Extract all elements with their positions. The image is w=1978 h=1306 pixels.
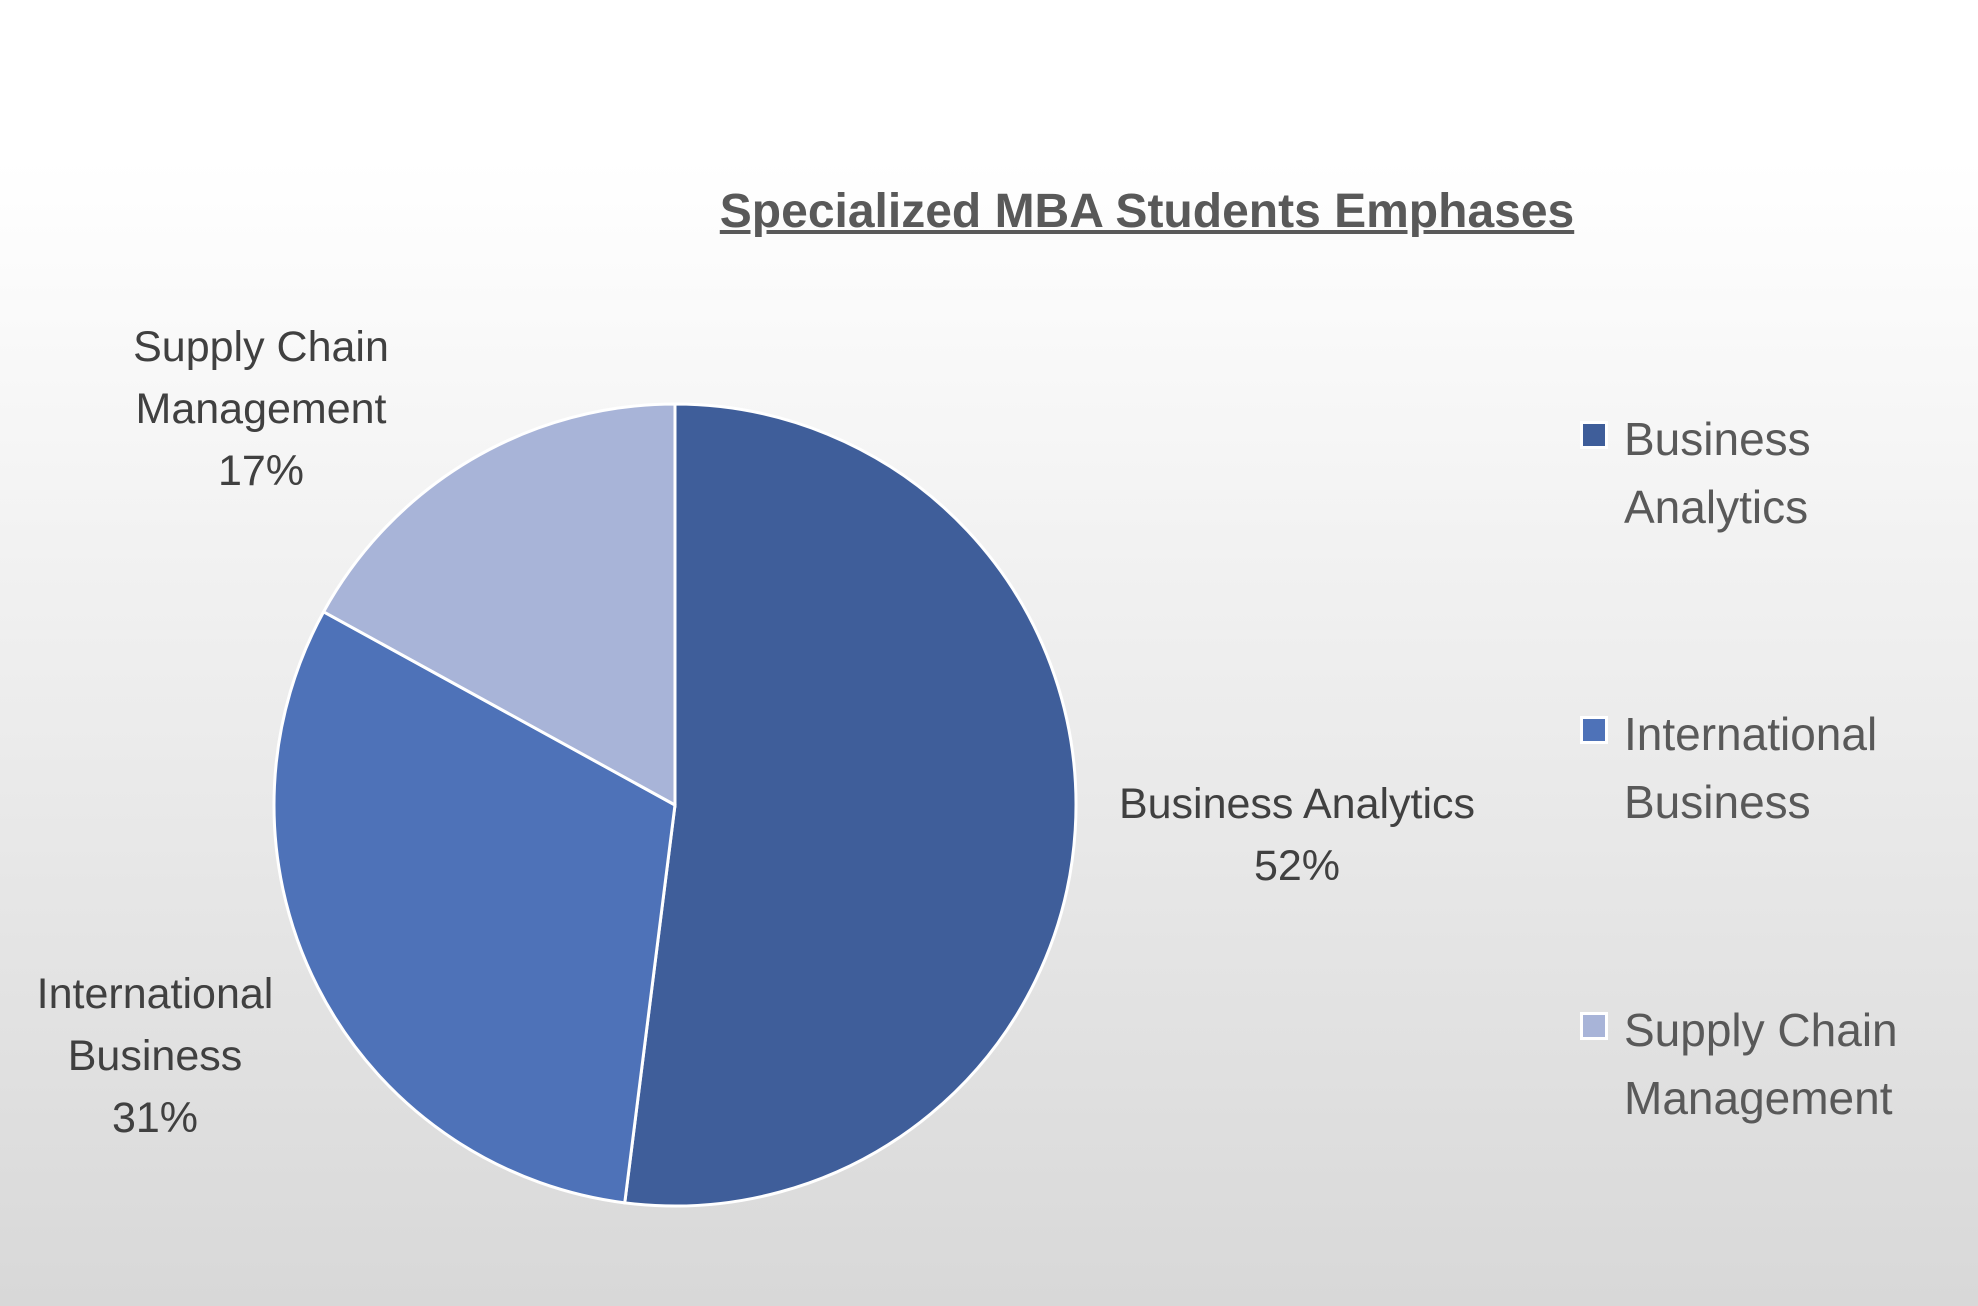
data-label-category: International Business	[36, 970, 274, 1080]
data-label-value: 52%	[1253, 842, 1341, 890]
pie-slice	[623, 402, 1078, 1208]
data-label-category: Business Analytics	[1118, 780, 1476, 828]
data-label: International Business 31%	[0, 963, 315, 1149]
pie-slice	[272, 609, 677, 1205]
legend-label: International Business	[1624, 708, 1878, 828]
data-label-category: Supply Chain Management	[133, 323, 389, 433]
data-label-value: 17%	[217, 447, 305, 495]
data-label: Business Analytics 52%	[1047, 773, 1547, 897]
pie-slice	[321, 402, 677, 808]
legend-swatch	[1580, 716, 1608, 744]
data-label: Supply Chain Management 17%	[101, 316, 421, 502]
legend-label: Business Analytics	[1624, 413, 1811, 533]
legend-swatch	[1580, 1012, 1608, 1040]
legend-label: Supply Chain Management	[1624, 1004, 1898, 1124]
legend-swatch	[1580, 421, 1608, 449]
data-label-value: 31%	[111, 1094, 199, 1142]
chart-title: Specialized MBA Students Emphases	[719, 185, 1575, 238]
